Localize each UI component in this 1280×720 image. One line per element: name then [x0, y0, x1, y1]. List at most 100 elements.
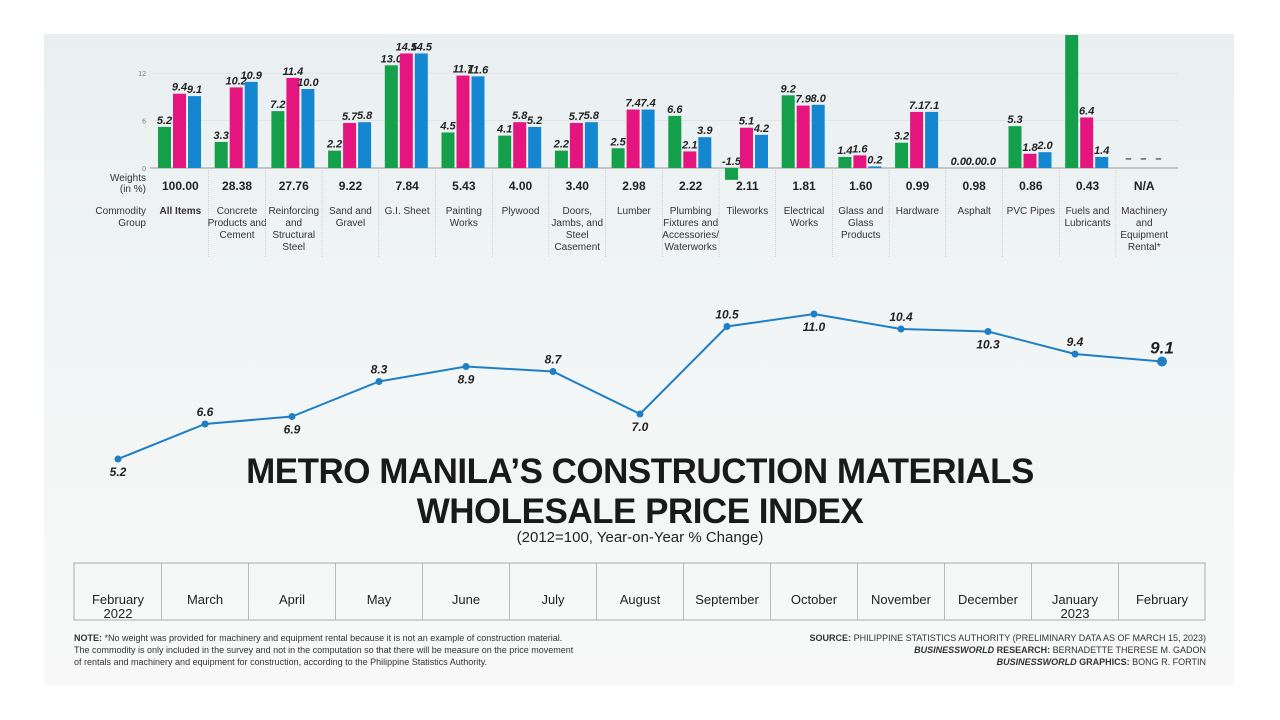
bar-value-label: 8.0: [811, 93, 827, 105]
series-line: [117, 312, 1163, 460]
bar-pink: [740, 127, 753, 168]
data-point: [462, 363, 470, 370]
bar-value-label: 11.7: [453, 64, 474, 76]
bar-value-label: 0.0: [981, 156, 997, 168]
bar-value-label: 5.8: [584, 110, 600, 122]
bar-pink: [399, 53, 413, 169]
bar-green: [1008, 126, 1022, 168]
month-label: February: [92, 592, 145, 607]
bar-value-label: 6.6: [667, 104, 683, 116]
weight-value: 1.81: [792, 179, 816, 193]
data-label: 10.3: [976, 338, 1000, 352]
graphics-text: BONG R. FORTIN: [1132, 657, 1206, 667]
bar-value-label: 7.9: [796, 94, 812, 106]
category-label: Doors,: [563, 206, 592, 217]
bar-value-label: 5.1: [739, 116, 754, 128]
bar-value-label: 14.5: [396, 41, 418, 53]
category-label: and: [285, 218, 302, 229]
bar-value-label: 6.4: [1079, 105, 1094, 117]
bar-blue: [584, 122, 598, 168]
bar-value-label: 5.7: [569, 111, 585, 123]
bar-value-label: 5.3: [1007, 114, 1022, 126]
category-label: and: [1136, 218, 1153, 229]
category-label: Fuels and: [1066, 206, 1110, 217]
category-label: Structural: [272, 230, 315, 241]
bar-value-label: 1.8: [1022, 142, 1038, 154]
category-label: Asphalt: [957, 206, 991, 217]
month-label: January: [1052, 592, 1099, 607]
bar-value-label: 5.8: [512, 110, 528, 122]
category-label: Hardware: [896, 206, 940, 217]
category-label: Steel: [566, 230, 589, 241]
weight-value: N/A: [1134, 179, 1155, 193]
bar-green-clipped: [1065, 35, 1079, 168]
category-label: Waterworks: [664, 242, 716, 253]
category-label: PVC Pipes: [1007, 206, 1055, 217]
bar-value-label: 7.4: [625, 98, 640, 110]
timeline-axis: [73, 562, 1206, 621]
category-label: Electrical: [784, 206, 825, 217]
month-label: September: [695, 592, 759, 607]
chart-subtitle: (2012=100, Year-on-Year % Change): [516, 529, 764, 546]
bar-value-label: 2.2: [553, 139, 569, 151]
bar-pink: [456, 75, 470, 168]
data-point: [1157, 356, 1167, 367]
bar-green: [441, 132, 455, 168]
bar-value-label: 2.0: [1036, 140, 1053, 152]
bar-value-label: 14.5: [411, 41, 433, 53]
bar-value-label: 5.2: [157, 115, 172, 127]
category-label: Accessories/: [662, 230, 719, 241]
weight-value: 100.00: [162, 179, 199, 193]
bar-value-label: 11.6: [468, 64, 489, 76]
month-label: July: [541, 592, 565, 607]
credits: SOURCE: PHILIPPINE STATISTICS AUTHORITY …: [740, 632, 1206, 668]
category-label: Plumbing: [670, 206, 712, 217]
bar-pink: [910, 111, 924, 168]
category-label: Tileworks: [726, 206, 768, 217]
data-label: 10.5: [715, 308, 739, 322]
bar-blue: [755, 134, 768, 168]
bar-green: [214, 141, 228, 168]
bar-blue: [1038, 152, 1052, 168]
data-label: 10.4: [889, 310, 913, 324]
month-label: April: [279, 592, 305, 607]
category-label: Sand and: [329, 206, 372, 217]
bar-pink: [1023, 153, 1037, 168]
bar-value-label: 0.0: [966, 156, 982, 168]
bar-value-label: 4.2: [753, 123, 769, 135]
category-label: Steel: [282, 242, 305, 253]
bar-pink: [626, 109, 640, 168]
month-label: May: [367, 592, 392, 607]
category-label: Glass: [848, 218, 874, 229]
bar-blue: [188, 96, 201, 168]
bar-value-label: 7.4: [640, 98, 655, 110]
month-label: June: [452, 592, 480, 607]
bar-value-label: 11.4: [283, 66, 304, 78]
month-label: October: [791, 592, 838, 607]
bar-value-label: 1.4: [837, 145, 852, 157]
bar-green: [554, 150, 568, 168]
bar-green: [328, 150, 342, 168]
bar-blue: [868, 166, 882, 168]
bar-value-label: 7.2: [270, 99, 285, 111]
data-point: [114, 455, 122, 463]
category-label: G.I. Sheet: [385, 206, 430, 217]
source-credit: SOURCE: PHILIPPINE STATISTICS AUTHORITY …: [740, 632, 1206, 644]
footnote: NOTE: *No weight was provided for machin…: [74, 632, 574, 668]
bar-value-label: 4.5: [439, 120, 456, 132]
month-label: February: [1136, 592, 1189, 607]
category-label: Cement: [220, 230, 255, 241]
category-label: Products: [841, 230, 880, 241]
bar-green: [725, 168, 738, 180]
bar-value-label: 3.3: [214, 130, 229, 142]
bar-value-label: 2.1: [681, 139, 697, 151]
bar-value-label: 0.0: [951, 156, 967, 168]
bar-pink: [343, 122, 357, 168]
bar-pink: [853, 155, 867, 168]
weight-value: 4.00: [509, 179, 533, 193]
bar-value-label: 1.4: [1094, 145, 1109, 157]
weight-value: 2.11: [736, 179, 759, 193]
weight-value: 5.43: [452, 179, 476, 193]
bar-value-label: 7.1: [909, 100, 924, 112]
